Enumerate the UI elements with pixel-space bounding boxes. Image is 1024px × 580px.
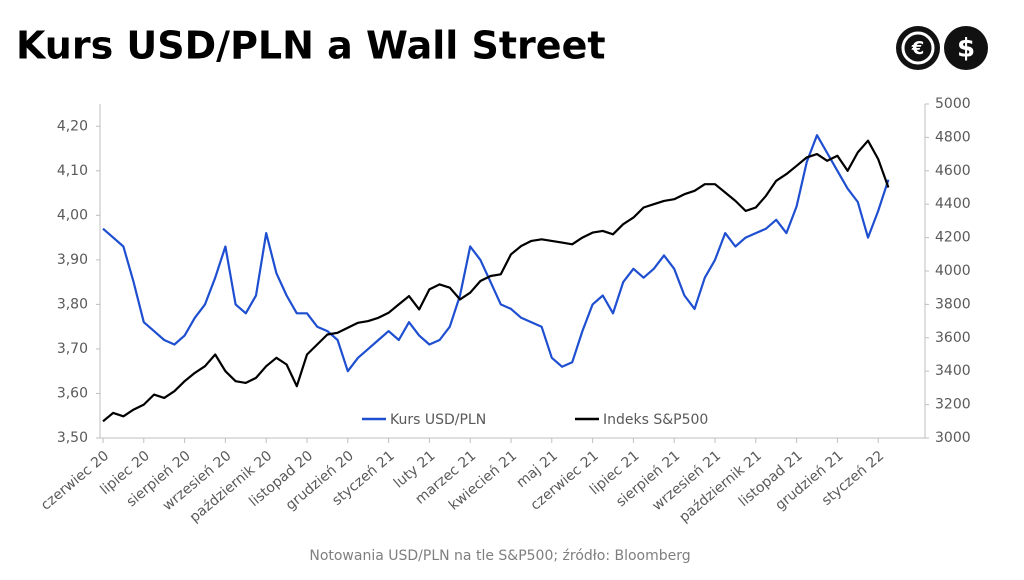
logo-ring: [901, 31, 935, 65]
logo-dollar: $: [957, 34, 975, 64]
y2-tick-label: 3400: [935, 363, 971, 379]
y-tick-label: 3,90: [57, 252, 88, 268]
series-line: [102, 134, 890, 373]
y-tick-label: 3,70: [57, 341, 88, 357]
y-tick-label: 4,10: [57, 163, 88, 179]
logo-circle: [944, 26, 988, 70]
y-tick-label: 3,50: [57, 430, 88, 446]
y2-tick-label: 4800: [935, 129, 971, 145]
legend-label: Kurs USD/PLN: [390, 412, 486, 428]
chart-title: Kurs USD/PLN a Wall Street: [16, 24, 606, 68]
y-tick-label: 4,00: [57, 207, 88, 223]
y2-tick-label: 4000: [935, 263, 971, 279]
series-line: [102, 139, 890, 423]
x-tick-label: czerwiec 20: [38, 448, 112, 514]
legend-label: Indeks S&P500: [603, 412, 708, 428]
y2-tick-label: 3800: [935, 296, 971, 312]
source-note: Notowania USD/PLN na tle S&P500; źródło:…: [309, 548, 690, 564]
y-tick-label: 4,20: [57, 118, 88, 134]
logo-euro: €: [911, 38, 925, 59]
y2-tick-label: 4200: [935, 230, 971, 246]
logo: € $: [896, 26, 988, 70]
y2-tick-label: 5000: [935, 96, 971, 112]
y2-tick-label: 3600: [935, 330, 971, 346]
y2-tick-label: 4600: [935, 163, 971, 179]
y2-tick-label: 4400: [935, 196, 971, 212]
y2-tick-label: 3000: [935, 430, 971, 446]
y-tick-label: 3,80: [57, 296, 88, 312]
y-tick-label: 3,60: [57, 385, 88, 401]
y2-tick-label: 3200: [935, 397, 971, 413]
